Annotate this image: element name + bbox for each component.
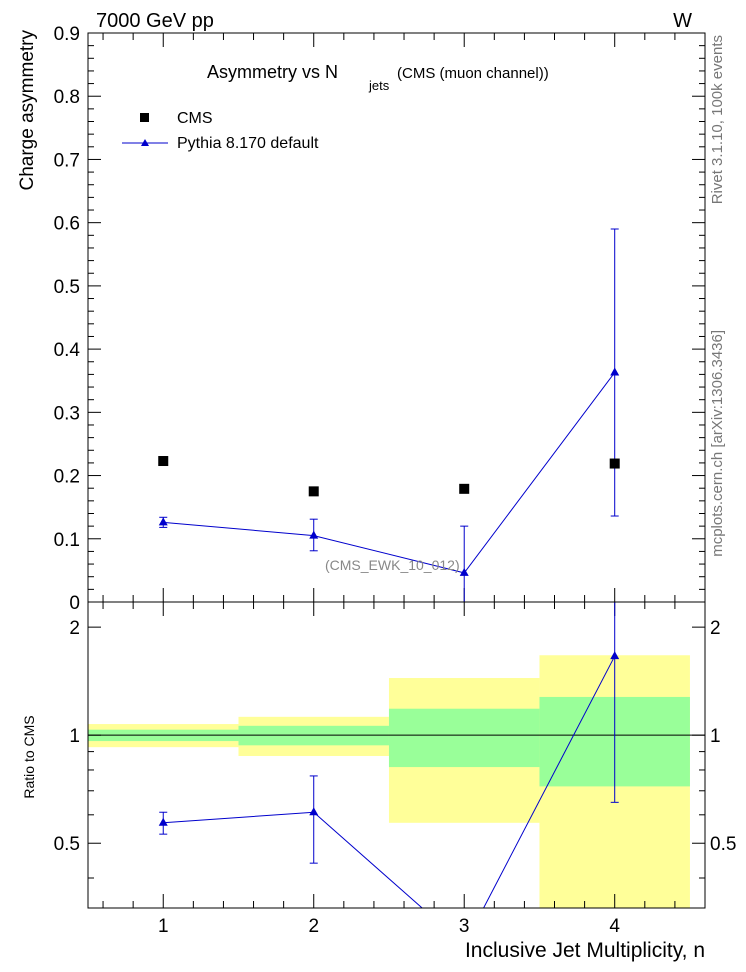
main-ylabel: Charge asymmetry [17,30,38,191]
ratio-series [158,602,620,908]
ratio-ylabel: Ratio to CMS [21,715,37,798]
main-series [158,228,620,602]
main-ytick-label: 0.8 [54,87,80,108]
cms-point [609,458,620,469]
main-panel: 0 0.1 0.2 0.3 0.4 0.5 0.6 0.7 0.8 0.9 Asymmetry v… [17,24,706,614]
xtick-label: 1 [158,916,169,937]
pythia-point [158,517,168,526]
xtick-label: 4 [609,916,620,937]
main-title-text: Asymmetry vs N [207,62,338,82]
energy-label: 7000 GeV pp [96,10,214,32]
xtick-label: 3 [459,916,470,937]
ratio-ytick-label-right: 2 [710,618,721,639]
ratio-ytick-label: 1 [69,726,80,747]
ratio-ytick-label: 0.5 [54,834,80,855]
rivet-label: Rivet 3.1.10, 100k events [709,35,726,204]
mcplots-label: mcplots.cern.ch [arXiv:1306.3436] [709,330,726,557]
analysis-tag: (CMS_EWK_10_012) [325,557,460,573]
ratio-ytick-label: 2 [69,618,80,639]
main-ytick-label: 0.5 [54,277,80,298]
ratio-panel: 0.5 0.5 1 1 2 2 1 2 3 4 Ratio to CMS Inclusive Je… [21,601,736,962]
main-ytick-label: 0.1 [54,530,80,551]
main-ytick-label: 0.2 [54,467,80,488]
cms-point [308,486,319,497]
ratio-bands [88,655,690,908]
stat-uncertainty-band [388,708,540,768]
cms-point [158,456,169,467]
legend-pythia-label: Pythia 8.170 default [177,135,319,152]
main-ytick-label: 0 [69,593,80,614]
main-title-subscript: jets [368,78,390,93]
pythia-ratio-line [163,655,616,908]
legend: CMS Pythia 8.170 default [122,110,319,152]
ratio-ytick-label-right: 1 [710,726,721,747]
pythia-point [309,530,319,539]
main-axes: 0 0.1 0.2 0.3 0.4 0.5 0.6 0.7 0.8 0.9 [54,24,705,614]
process-label: W [673,10,692,32]
pythia-ratio-point [610,651,620,660]
cms-point [459,483,470,494]
x-axis-label: Inclusive Jet Multiplicity, n [465,939,705,962]
main-ytick-label: 0.3 [54,403,80,424]
legend-cms-label: CMS [177,110,213,127]
pythia-point [610,367,620,376]
main-ytick-label: 0.6 [54,214,80,235]
legend-pythia-marker [141,139,149,146]
pythia-line [163,372,616,574]
main-ytick-label: 0.7 [54,150,80,171]
xtick-label: 2 [308,916,319,937]
ratio-ytick-label-right: 0.5 [710,834,736,855]
pythia-ratio-point [158,817,168,826]
pythia-ratio-point [309,807,319,816]
main-ytick-label: 0.9 [54,24,80,45]
main-ytick-label: 0.4 [54,340,81,361]
legend-cms-marker [140,113,149,122]
pythia-point [459,567,469,576]
ratio-frame [87,601,706,909]
main-title-tail: (CMS (muon channel)) [397,65,549,82]
main-title: Asymmetry vs N jets (CMS (muon channel)) [207,62,549,93]
